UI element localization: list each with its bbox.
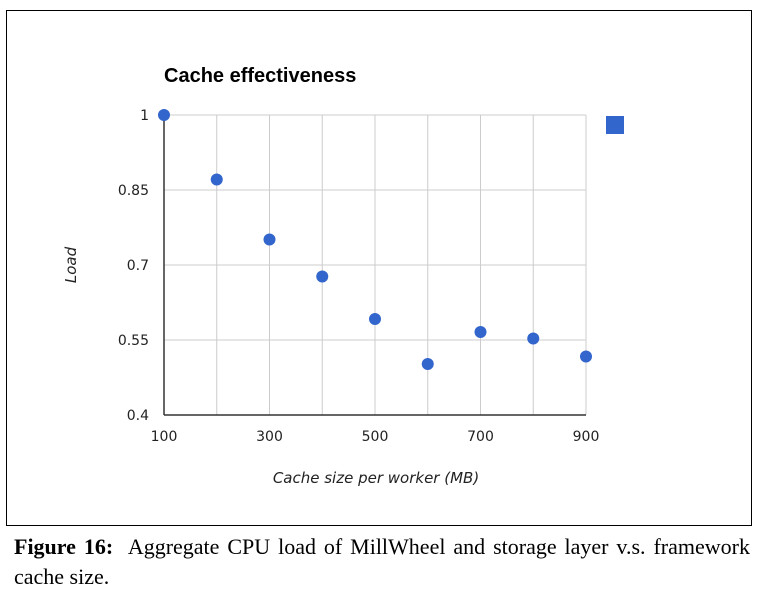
data-point bbox=[527, 332, 540, 345]
data-point bbox=[210, 173, 223, 186]
x-tick-label: 300 bbox=[256, 429, 283, 445]
y-tick-label: 0.7 bbox=[127, 258, 149, 274]
axes bbox=[163, 115, 586, 416]
x-tick-label: 700 bbox=[467, 429, 494, 445]
caption-text: Aggregate CPU load of MillWheel and stor… bbox=[14, 534, 750, 589]
figure-caption: Figure 16: Aggregate CPU load of MillWhe… bbox=[14, 532, 750, 592]
data-point bbox=[316, 270, 329, 283]
data-point bbox=[474, 326, 487, 338]
caption-label: Figure 16: bbox=[14, 534, 114, 559]
x-tick-label: 500 bbox=[362, 429, 389, 445]
tick-labels: 100 300 500 700 900 1 0.85 0.7 0.55 0.4 bbox=[118, 108, 600, 445]
y-tick-label: 0.55 bbox=[118, 333, 149, 349]
scatter-chart: Cache effectiveness 100 300 500 700 900 1 0.85… bbox=[62, 65, 624, 487]
data-point bbox=[580, 350, 592, 363]
data-points bbox=[158, 109, 592, 370]
chart-title: Cache effectiveness bbox=[164, 65, 356, 87]
y-tick-label: 0.4 bbox=[127, 408, 149, 424]
grid-lines bbox=[163, 114, 587, 416]
figure-frame: Cache effectiveness 100 300 500 700 900 1 0.85… bbox=[6, 10, 752, 526]
data-point bbox=[158, 109, 170, 121]
data-point bbox=[421, 358, 434, 370]
data-point bbox=[263, 233, 276, 246]
legend-marker bbox=[606, 116, 624, 134]
data-point bbox=[369, 313, 381, 325]
y-axis-label: Load bbox=[62, 246, 80, 283]
x-tick-label: 900 bbox=[573, 429, 600, 445]
x-tick-label: 100 bbox=[151, 429, 178, 445]
y-tick-label: 1 bbox=[140, 108, 149, 124]
y-tick-label: 0.85 bbox=[118, 183, 149, 199]
x-axis-label: Cache size per worker (MB) bbox=[273, 469, 479, 487]
